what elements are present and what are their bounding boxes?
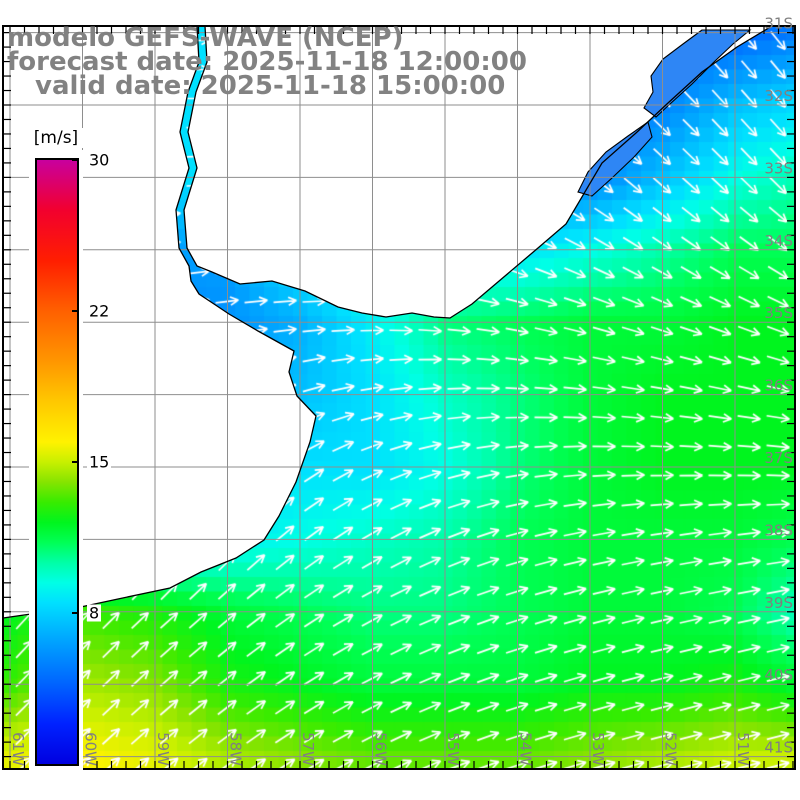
colorbar-tick-label: 8 xyxy=(87,603,102,623)
colorbar-unit-label: [m/s] xyxy=(26,128,86,148)
lat-label: 35S xyxy=(764,304,793,322)
lon-label: 61W xyxy=(9,732,27,766)
colorbar-tick xyxy=(72,461,79,463)
coastline-south xyxy=(2,25,317,619)
lat-label: 41S xyxy=(764,739,793,757)
lon-label: 59W xyxy=(154,732,172,766)
lon-label: 55W xyxy=(444,732,462,766)
lat-label: 40S xyxy=(764,666,793,684)
colorbar-tick xyxy=(72,159,79,161)
colorbar-tick-label: 30 xyxy=(87,150,112,170)
lat-label: 33S xyxy=(764,159,793,177)
lon-label: 58W xyxy=(227,732,245,766)
lat-label: 36S xyxy=(764,377,793,395)
lat-label: 37S xyxy=(764,449,793,467)
colorbar-tick xyxy=(72,612,79,614)
lat-label: 38S xyxy=(764,521,793,539)
coastline-north xyxy=(183,25,775,319)
lat-label: 39S xyxy=(764,594,793,612)
colorbar-tick-label: 15 xyxy=(87,452,112,472)
lon-label: 52W xyxy=(662,732,680,766)
colorbar-tick-label: 22 xyxy=(87,301,112,321)
lon-label: 56W xyxy=(372,732,390,766)
map-frame xyxy=(2,25,796,770)
lat-label: 34S xyxy=(764,232,793,250)
lon-label: 60W xyxy=(82,732,100,766)
lon-label: 53W xyxy=(589,732,607,766)
lon-label: 51W xyxy=(734,732,752,766)
lon-label: 57W xyxy=(299,732,317,766)
colorbar-tick xyxy=(72,310,79,312)
lon-label: 54W xyxy=(517,732,535,766)
land-polygon-north xyxy=(184,26,772,318)
lat-label: 32S xyxy=(764,87,793,105)
lat-label: 31S xyxy=(764,15,793,33)
